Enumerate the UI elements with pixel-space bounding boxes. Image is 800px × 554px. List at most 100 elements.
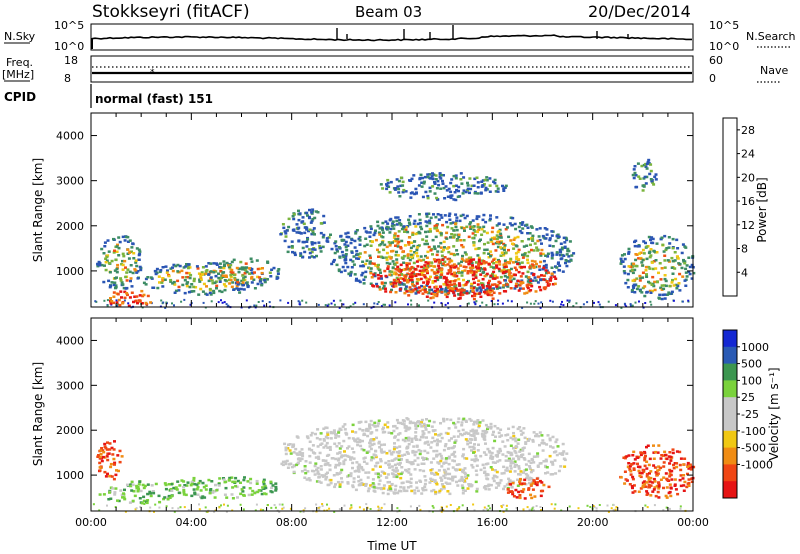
range-cell [209, 270, 213, 273]
range-cell [381, 235, 385, 239]
range-cell [399, 184, 403, 188]
range-cell [464, 475, 468, 478]
range-cell [385, 187, 389, 191]
range-cell [545, 466, 549, 469]
range-cell [367, 471, 371, 474]
range-cell [534, 290, 538, 293]
range-cell [329, 481, 333, 485]
range-cell [662, 461, 666, 464]
range-cell [422, 469, 426, 473]
range-cell [644, 165, 648, 168]
range-cell [658, 293, 662, 297]
range-cell [430, 288, 434, 292]
range-cell [369, 282, 373, 285]
range-cell [437, 264, 441, 267]
range-cell [202, 282, 206, 286]
range-cell [396, 462, 400, 466]
range-cell [499, 479, 503, 482]
range-cell [301, 216, 305, 219]
range-cell [211, 282, 215, 285]
range-cell [527, 276, 531, 279]
range-cell [316, 445, 320, 448]
range-cell [113, 461, 117, 465]
range-cell [408, 286, 412, 289]
scatter-cell [342, 303, 345, 306]
range-cell [349, 472, 353, 475]
range-cell [440, 216, 444, 219]
range-cell [480, 432, 484, 436]
range-cell [207, 279, 211, 283]
scatter-cell [160, 299, 163, 302]
range-cell [503, 186, 507, 189]
range-cell [399, 476, 403, 480]
range-cell [522, 488, 526, 491]
range-cell [223, 480, 227, 484]
range-cell [429, 230, 432, 233]
range-cell [276, 272, 280, 275]
range-cell [123, 497, 127, 501]
range-cell [467, 262, 471, 266]
range-cell [436, 179, 440, 183]
range-cell [451, 221, 455, 224]
range-cell [634, 264, 638, 268]
range-cell [469, 429, 473, 433]
y-tick-label: 3000 [56, 175, 84, 188]
range-cell [111, 487, 115, 490]
range-cell [410, 272, 414, 275]
range-cell [539, 489, 543, 493]
range-cell [663, 293, 667, 296]
range-cell [489, 274, 493, 277]
range-cell [407, 294, 411, 297]
range-cell [286, 250, 290, 254]
range-cell [414, 424, 418, 427]
range-cell [319, 465, 323, 468]
range-cell [467, 483, 471, 486]
range-cell [384, 461, 388, 465]
range-cell [134, 299, 138, 303]
power-colorbar-tick-label: 12 [741, 219, 755, 232]
range-cell [532, 461, 536, 464]
scatter-cell [586, 504, 589, 507]
range-cell [331, 260, 335, 263]
range-cell [394, 239, 398, 243]
range-cell [690, 277, 694, 280]
range-cell [219, 266, 223, 269]
range-cell [635, 287, 639, 291]
range-cell [420, 265, 424, 269]
range-cell [490, 457, 494, 461]
velocity-colorbar-tick-label: -100 [741, 425, 766, 438]
range-cell [243, 272, 247, 275]
range-cell [485, 285, 489, 288]
range-cell [663, 259, 667, 262]
range-cell [390, 472, 394, 475]
range-cell [500, 240, 504, 243]
range-cell [443, 214, 447, 217]
range-cell [317, 480, 321, 483]
range-cell [372, 262, 376, 265]
range-cell [649, 169, 653, 173]
range-cell [258, 276, 262, 279]
range-cell [453, 222, 457, 226]
range-cell [106, 254, 110, 257]
scatter-cell [171, 507, 174, 510]
range-cell [388, 231, 392, 234]
range-cell [686, 464, 690, 467]
range-cell [327, 483, 331, 487]
range-cell [123, 259, 127, 263]
range-cell [351, 423, 355, 427]
range-cell [353, 239, 357, 243]
range-cell [218, 477, 222, 480]
range-cell [463, 467, 467, 470]
range-cell [433, 265, 437, 268]
range-cell [679, 457, 683, 460]
range-cell [241, 274, 245, 277]
range-cell [493, 469, 497, 472]
range-cell [439, 246, 443, 249]
range-cell [113, 281, 117, 284]
range-cell [530, 259, 534, 263]
range-cell [643, 482, 647, 486]
range-cell [136, 301, 139, 305]
range-cell [442, 485, 446, 488]
range-cell [463, 251, 467, 254]
range-cell [185, 484, 189, 487]
